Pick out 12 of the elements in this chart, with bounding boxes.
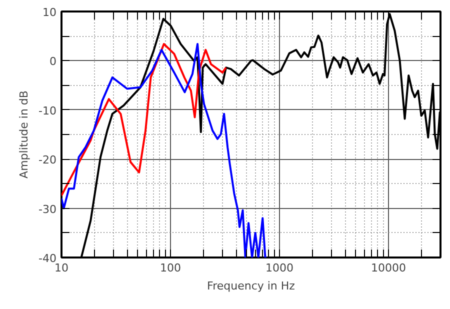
y-tick-label: -30: [38, 202, 56, 216]
y-tick-label: 0: [50, 55, 56, 68]
y-axis-title: Amplitude in dB: [18, 90, 31, 178]
y-tick-label: -10: [38, 104, 56, 118]
x-tick-label: 1000: [266, 262, 294, 274]
y-tick-label: -20: [38, 154, 56, 167]
y-tick-label: 10: [42, 6, 57, 19]
x-axis-title: Frequency in Hz: [207, 280, 296, 292]
x-tick-label: 10: [54, 262, 68, 274]
x-tick-label: 100: [160, 262, 181, 274]
x-tick-label: 10000: [371, 262, 406, 274]
y-tick-label: -40: [38, 252, 56, 265]
